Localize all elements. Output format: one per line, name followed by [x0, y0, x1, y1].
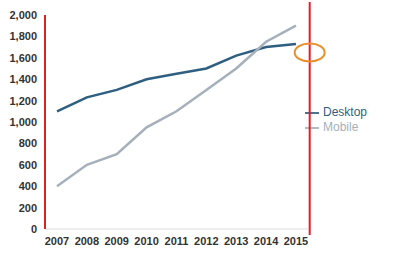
- svg-text:2014: 2014: [254, 235, 279, 247]
- svg-text:1,800: 1,800: [9, 30, 37, 42]
- svg-text:0: 0: [31, 223, 37, 235]
- svg-text:2015: 2015: [284, 235, 308, 247]
- html-text:Mobile: Mobile: [323, 119, 359, 134]
- svg-text:600: 600: [19, 159, 37, 171]
- svg-text:1,400: 1,400: [9, 73, 37, 85]
- svg-text:2009: 2009: [105, 235, 129, 247]
- svg-text:2,000: 2,000: [9, 9, 37, 21]
- svg-text:2013: 2013: [224, 235, 248, 247]
- svg-text:2008: 2008: [75, 235, 99, 247]
- svg-text:2007: 2007: [45, 235, 69, 247]
- svg-text:1,000: 1,000: [9, 116, 37, 128]
- svg-text:1,600: 1,600: [9, 52, 37, 64]
- svg-text:2012: 2012: [194, 235, 218, 247]
- svg-text:2010: 2010: [134, 235, 158, 247]
- html-text:Desktop: Desktop: [323, 105, 367, 119]
- svg-text:1,200: 1,200: [9, 95, 37, 107]
- svg-text:800: 800: [19, 137, 37, 149]
- svg-text:400: 400: [19, 180, 37, 192]
- svg-text:2011: 2011: [165, 235, 189, 247]
- svg-text:200: 200: [19, 202, 37, 214]
